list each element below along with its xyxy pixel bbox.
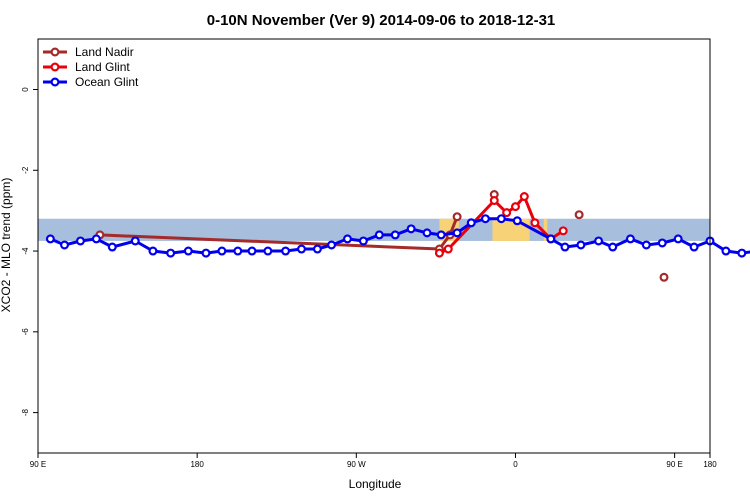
x-axis-label: Longitude	[349, 477, 402, 491]
x-tick-label: 180	[703, 460, 717, 469]
data-point	[546, 234, 556, 244]
data-point	[75, 236, 85, 246]
data-point	[201, 248, 211, 258]
legend-label: Land Glint	[75, 60, 130, 74]
data-point	[576, 240, 586, 250]
data-point	[594, 236, 604, 246]
data-point	[434, 248, 444, 258]
data-point	[358, 236, 368, 246]
data-point	[436, 230, 446, 240]
data-point	[466, 218, 476, 228]
data-point	[574, 210, 584, 220]
y-axis-label: XCO2 - MLO trend (ppm)	[0, 178, 13, 313]
legend-item: Land Glint	[43, 60, 130, 74]
data-point	[608, 242, 618, 252]
data-point	[502, 208, 512, 218]
data-point	[657, 238, 667, 248]
series-line	[99, 216, 459, 251]
data-point	[721, 246, 731, 256]
data-point	[247, 246, 257, 256]
data-point	[263, 246, 273, 256]
data-point	[406, 224, 416, 234]
data-point	[107, 242, 117, 252]
data-point	[233, 246, 243, 256]
series-layer	[45, 190, 750, 282]
data-point	[312, 244, 322, 254]
data-point	[480, 214, 490, 224]
data-point	[148, 246, 158, 256]
data-point	[530, 218, 540, 228]
y-tick-label: 0	[21, 87, 30, 92]
data-point	[558, 226, 568, 236]
data-point	[737, 248, 747, 258]
chart-title: 0-10N November (Ver 9) 2014-09-06 to 201…	[207, 12, 556, 29]
data-point	[281, 246, 291, 256]
data-point	[452, 228, 462, 238]
x-tick-label: 90 E	[666, 460, 682, 469]
data-point	[390, 230, 400, 240]
x-tick-label: 90 E	[30, 460, 46, 469]
data-point	[166, 248, 176, 258]
land-band-1	[492, 218, 530, 241]
y-tick-label: -2	[21, 166, 30, 174]
data-point	[510, 202, 520, 212]
y-tick-label: -6	[21, 328, 30, 336]
land-band-2	[543, 218, 548, 241]
data-point	[45, 234, 55, 244]
data-point	[327, 240, 337, 250]
data-point	[512, 216, 522, 226]
data-point	[342, 234, 352, 244]
series-ocean-glint	[45, 214, 750, 258]
y-tick-label: -4	[21, 247, 30, 255]
data-point	[560, 242, 570, 252]
data-point	[673, 234, 683, 244]
legend-item: Ocean Glint	[43, 75, 139, 89]
y-tick-label: -8	[21, 409, 30, 417]
axes: 90 E 180 90 W 0 90 E 180 0 -2 -4 -6 -8	[21, 87, 717, 469]
data-point	[374, 230, 384, 240]
data-point	[489, 196, 499, 206]
data-point	[625, 234, 635, 244]
data-point	[296, 244, 306, 254]
legend-label: Ocean Glint	[75, 75, 139, 89]
data-point	[60, 240, 70, 250]
data-point	[422, 228, 432, 238]
data-point	[496, 214, 506, 224]
x-tick-label: 0	[513, 460, 518, 469]
legend-label: Land Nadir	[75, 45, 134, 59]
data-point	[91, 234, 101, 244]
data-point	[183, 246, 193, 256]
data-point	[443, 244, 453, 254]
data-point	[217, 246, 227, 256]
legend-marker	[50, 47, 60, 57]
data-point	[659, 272, 669, 282]
data-point	[130, 236, 140, 246]
plot-border	[37, 38, 711, 454]
data-point	[452, 212, 462, 222]
data-point	[641, 240, 651, 250]
x-tick-label: 90 W	[347, 460, 366, 469]
x-tick-label: 180	[190, 460, 204, 469]
data-point	[519, 192, 529, 202]
legend-item: Land Nadir	[43, 45, 134, 59]
legend-marker	[50, 62, 60, 72]
legend-marker	[50, 77, 60, 87]
data-point	[689, 242, 699, 252]
